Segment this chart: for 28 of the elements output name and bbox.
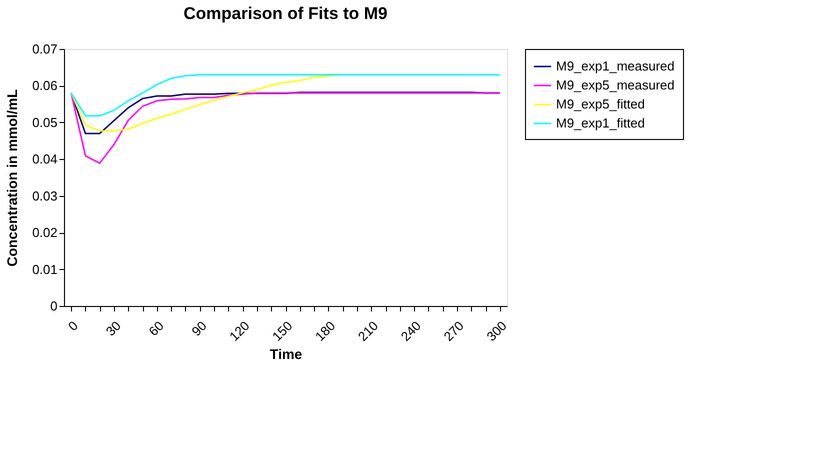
line-series [70, 92, 501, 164]
legend-label: M9_exp5_measured [556, 78, 675, 92]
x-tick-label: 270 [440, 318, 467, 344]
legend-label: M9_exp1_fitted [556, 116, 645, 130]
x-tick-label: 90 [188, 318, 210, 339]
x-tick-label: 60 [146, 318, 167, 339]
x-tick-label: 210 [354, 318, 381, 344]
x-tick-label: 120 [226, 318, 252, 344]
y-tick-label: 0 [50, 298, 58, 314]
x-tick-label: 0 [65, 318, 81, 334]
y-tick-label: 0.06 [32, 78, 58, 94]
x-tick-label: 30 [102, 318, 124, 339]
y-tick-label: 0.05 [32, 114, 58, 130]
y-tick-label: 0.02 [32, 225, 58, 240]
x-axis-title: Time [270, 346, 302, 362]
x-tick-label: 300 [484, 318, 510, 344]
legend-label: M9_exp5_fitted [556, 96, 645, 112]
legend-label: M9_exp1_measured [556, 58, 675, 74]
x-tick-label: 180 [312, 318, 338, 344]
chart-title: Comparison of Fits to M9 [184, 4, 388, 23]
y-tick-label: 0.07 [32, 42, 58, 56]
x-tick-label: 240 [398, 318, 424, 344]
x-tick-label: 150 [269, 318, 296, 344]
line-series [70, 74, 501, 117]
y-tick-label: 0.04 [32, 152, 58, 167]
y-tick-label: 0.01 [32, 262, 58, 277]
y-tick-label: 0.03 [32, 188, 58, 204]
y-axis-title: Concentration in mmol/mL [4, 88, 20, 267]
